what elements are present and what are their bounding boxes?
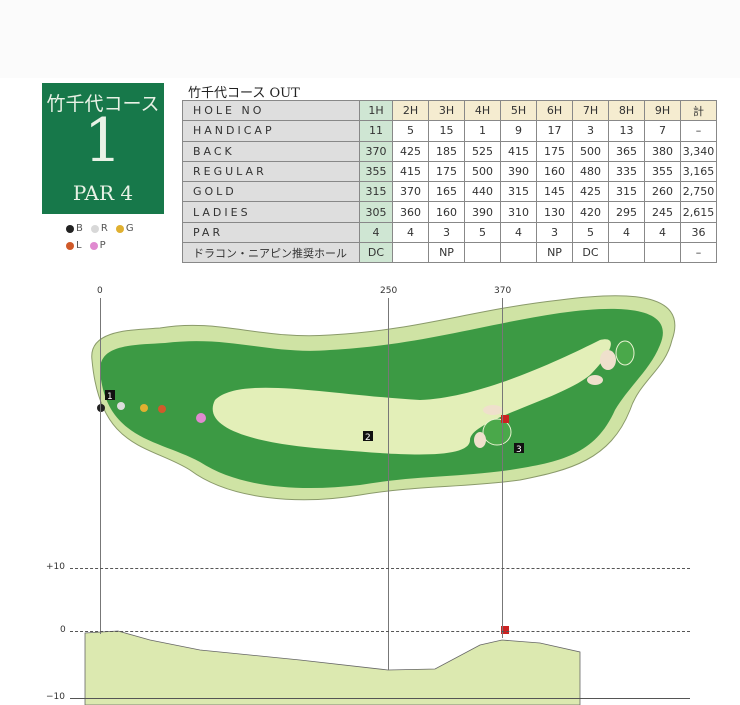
row-label: LADIES xyxy=(182,201,360,223)
score-cell: 3H xyxy=(428,99,465,122)
flag-icon xyxy=(501,415,509,423)
hole-card: 竹千代コース 1 PAR 4 xyxy=(42,83,164,214)
tee-marker-white xyxy=(117,402,125,410)
score-cell: 145 xyxy=(536,181,573,203)
tee-legend-item: R xyxy=(90,223,108,234)
back-green xyxy=(615,340,635,366)
course-name: 竹千代コース xyxy=(46,93,160,115)
distance-label: 370 xyxy=(494,286,512,296)
score-cell: NP xyxy=(428,242,465,264)
distance-label: 250 xyxy=(380,286,398,296)
row-label: BACK xyxy=(182,140,360,162)
score-cell: 7H xyxy=(572,99,609,122)
score-cell: 2,615 xyxy=(680,201,717,223)
scorecard-row: LADIES 305 360 160 390 310 130 420 295 245 2,615 xyxy=(182,201,717,223)
score-cell: 4H xyxy=(464,99,501,122)
tee-marker-pink xyxy=(196,413,206,423)
score-cell: 315 xyxy=(359,181,393,203)
score-cell: 11 xyxy=(359,120,393,142)
score-cell: 390 xyxy=(464,201,501,223)
elevation-line-0 xyxy=(70,631,690,632)
score-cell: 480 xyxy=(572,160,609,183)
distance-line-370 xyxy=(502,298,503,638)
score-cell: 175 xyxy=(536,140,573,162)
score-cell: 175 xyxy=(428,160,465,183)
tee-legend-item: L xyxy=(66,240,82,251)
score-cell: 9H xyxy=(644,99,681,122)
scorecard-table: HOLE NO 1H 2H 3H 4H 5H 6H 7H 8H 9H 計 HANDICAP 11 5 15 1… xyxy=(182,99,717,264)
score-cell: 計 xyxy=(680,99,717,122)
score-cell: 15 xyxy=(428,120,465,142)
score-cell: 310 xyxy=(500,201,537,223)
camera-marker-2-icon: 2 xyxy=(363,431,373,443)
camera-marker-1-icon: 1 xyxy=(105,390,115,402)
score-cell: 305 xyxy=(359,201,393,223)
distance-label: 0 xyxy=(97,286,103,296)
score-cell: 6H xyxy=(536,99,573,122)
svg-text:1: 1 xyxy=(107,392,113,402)
scorecard-row: BACK 370 425 185 525 415 175 500 365 380 3,340 xyxy=(182,140,717,162)
top-band xyxy=(0,0,740,78)
score-cell: 440 xyxy=(464,181,501,203)
elevation-label: 0 xyxy=(60,625,66,635)
elevation-line-minus10 xyxy=(70,698,690,699)
green xyxy=(482,418,512,446)
scorecard-row: HOLE NO 1H 2H 3H 4H 5H 6H 7H 8H 9H 計 xyxy=(182,99,717,122)
distance-line-0 xyxy=(100,298,101,634)
tee-legend-item: G xyxy=(115,223,134,234)
tee-ball-icon xyxy=(90,224,99,233)
bunker xyxy=(587,375,603,385)
elevation-profile xyxy=(84,630,581,705)
flag-elevation-icon xyxy=(501,626,509,634)
row-label: HOLE NO xyxy=(182,99,360,122)
score-cell: 5H xyxy=(500,99,537,122)
score-cell: 2,750 xyxy=(680,181,717,203)
tee-ball-icon xyxy=(115,224,124,233)
elevation-line-plus10 xyxy=(70,568,690,569)
hole-par: PAR 4 xyxy=(72,181,134,205)
score-cell: 335 xyxy=(608,160,645,183)
scorecard-title: 竹千代コース OUT xyxy=(188,86,300,101)
scorecard-row: ドラコン・ニアピン推奨ホール DC NP NP DC – xyxy=(182,242,717,264)
score-cell: 355 xyxy=(359,160,393,183)
camera-marker-3-icon: 3 xyxy=(514,443,524,455)
tee-ball-icon xyxy=(66,241,74,250)
score-cell: DC xyxy=(359,242,393,264)
elevation-label: +10 xyxy=(46,562,65,572)
score-cell: 315 xyxy=(500,181,537,203)
svg-text:2: 2 xyxy=(365,433,371,443)
hole-number: 1 xyxy=(83,106,123,176)
row-label: GOLD xyxy=(182,181,360,203)
elevation-label: −10 xyxy=(46,692,65,702)
distance-line-250 xyxy=(388,298,389,670)
score-cell: DC xyxy=(572,242,609,264)
score-cell: – xyxy=(680,120,717,142)
tee-marker-gold xyxy=(140,404,148,412)
fairway xyxy=(212,339,611,455)
tee-marker-black xyxy=(97,404,105,412)
scorecard-row: PAR 4 4 3 5 4 3 5 4 4 36 xyxy=(182,221,717,244)
tee-legend-item: B xyxy=(66,223,83,234)
tee-legend-item: P xyxy=(89,240,106,251)
bunker xyxy=(600,350,616,370)
score-cell: 8H xyxy=(608,99,645,122)
svg-text:3: 3 xyxy=(516,445,522,455)
row-label: HANDICAP xyxy=(182,120,360,142)
score-cell: – xyxy=(680,242,717,264)
tee-legend-row1: B R G xyxy=(66,223,134,234)
score-cell: 415 xyxy=(392,160,429,183)
bunker xyxy=(474,432,486,448)
score-cell: 420 xyxy=(572,201,609,223)
row-label: ドラコン・ニアピン推奨ホール xyxy=(182,242,360,264)
bunker xyxy=(483,405,503,415)
score-cell: 1H xyxy=(359,99,393,122)
tee-ball-icon xyxy=(66,224,74,233)
tee-ball-icon xyxy=(89,241,98,250)
score-cell: 36 xyxy=(680,221,717,244)
tee-marker-red xyxy=(158,405,166,413)
tee-legend-row2: L P xyxy=(66,240,106,251)
